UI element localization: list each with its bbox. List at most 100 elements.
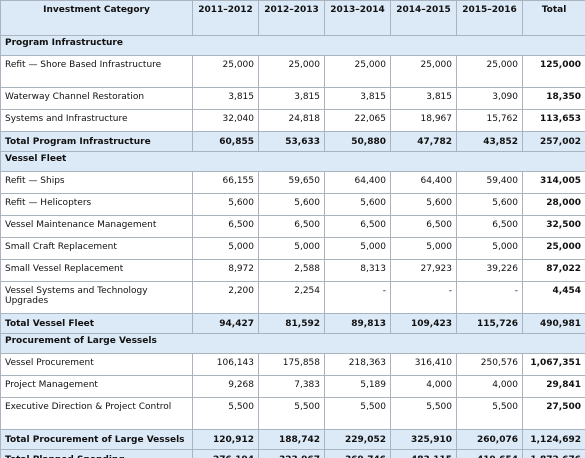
- column-header: 2011–2012: [192, 0, 259, 36]
- cell: 6,500: [192, 215, 259, 238]
- grand-total-row: Total Planned Spending276,194323,967369,…: [0, 449, 585, 458]
- cell: 7,383: [258, 375, 325, 398]
- cell: -: [390, 281, 457, 314]
- cell: 175,858: [258, 353, 325, 376]
- data-row: Small Craft Replacement 5,000 5,000 5,000 5,…: [0, 237, 585, 260]
- cell: 18,967: [390, 109, 457, 132]
- data-row: Refit — Helicopters 5,600 5,600 5,600 5,600 5…: [0, 193, 585, 216]
- total-row: Total Program Infrastructure 60,855 53,633…: [0, 131, 585, 152]
- cell: 8,972: [192, 259, 259, 282]
- total-row: Total Procurement of Large Vessels 120,91…: [0, 429, 585, 450]
- column-header: Investment Category: [0, 0, 193, 36]
- header-row: Investment Category 2011–2012 2012–2013 201…: [0, 0, 585, 36]
- cell: 5,000: [390, 237, 457, 260]
- row-label: Total Vessel Fleet: [0, 313, 193, 334]
- cell: 5,600: [192, 193, 259, 216]
- cell: 5,000: [456, 237, 523, 260]
- cell: 2,254: [258, 281, 325, 314]
- cell: 5,000: [192, 237, 259, 260]
- row-label: Total Procurement of Large Vessels: [0, 429, 193, 450]
- cell: 4,454: [522, 281, 585, 314]
- cell: 5,600: [456, 193, 523, 216]
- cell: 22,065: [324, 109, 391, 132]
- row-label: Project Management: [0, 375, 193, 398]
- row-label: Refit — Helicopters: [0, 193, 193, 216]
- column-header: 2015–2016: [456, 0, 523, 36]
- cell: 5,600: [258, 193, 325, 216]
- cell: -: [324, 281, 391, 314]
- data-row: Vessel Systems and Technology Upgrades 2,…: [0, 281, 585, 314]
- cell: 9,268: [192, 375, 259, 398]
- cell: 59,400: [456, 171, 523, 194]
- cell: 5,189: [324, 375, 391, 398]
- cell: 87,022: [522, 259, 585, 282]
- cell: 1,872,676: [522, 449, 585, 458]
- cell: 25,000: [324, 55, 391, 88]
- cell: 8,313: [324, 259, 391, 282]
- cell: 2,588: [258, 259, 325, 282]
- cell: 64,400: [390, 171, 457, 194]
- section-title: Procurement of Large Vessels: [0, 333, 585, 354]
- cell: 5,000: [324, 237, 391, 260]
- cell: 28,000: [522, 193, 585, 216]
- cell: 6,500: [258, 215, 325, 238]
- section-title: Program Infrastructure: [0, 35, 585, 56]
- cell: 89,813: [324, 313, 391, 334]
- cell: 5,500: [324, 397, 391, 430]
- cell: 6,500: [324, 215, 391, 238]
- data-row: Refit — Ships 66,155 59,650 64,400 64,400 59,…: [0, 171, 585, 194]
- row-label: Small Vessel Replacement: [0, 259, 193, 282]
- cell: 66,155: [192, 171, 259, 194]
- row-label: Executive Direction & Project Control: [0, 397, 193, 430]
- cell: 15,762: [456, 109, 523, 132]
- section-title: Vessel Fleet: [0, 151, 585, 172]
- cell: 229,052: [324, 429, 391, 450]
- cell: 323,967: [258, 449, 325, 458]
- data-row: Vessel Procurement 106,143 175,858 218,363 3…: [0, 353, 585, 376]
- cell: 32,040: [192, 109, 259, 132]
- column-header: 2012–2013: [258, 0, 325, 36]
- cell: 419,654: [456, 449, 523, 458]
- cell: 1,124,692: [522, 429, 585, 450]
- cell: 43,852: [456, 131, 523, 152]
- cell: 25,000: [258, 55, 325, 88]
- cell: 4,000: [456, 375, 523, 398]
- cell: 5,600: [324, 193, 391, 216]
- cell: 24,818: [258, 109, 325, 132]
- cell: 53,633: [258, 131, 325, 152]
- cell: 32,500: [522, 215, 585, 238]
- cell: 25,000: [192, 55, 259, 88]
- cell: 27,500: [522, 397, 585, 430]
- cell: 369,746: [324, 449, 391, 458]
- cell: 39,226: [456, 259, 523, 282]
- cell: 113,653: [522, 109, 585, 132]
- cell: 5,500: [456, 397, 523, 430]
- cell: 109,423: [390, 313, 457, 334]
- cell: 316,410: [390, 353, 457, 376]
- column-header: Total: [522, 0, 585, 36]
- row-label: Refit — Ships: [0, 171, 193, 194]
- cell: -: [456, 281, 523, 314]
- row-label: Waterway Channel Restoration: [0, 87, 193, 110]
- row-label: Small Craft Replacement: [0, 237, 193, 260]
- cell: 260,076: [456, 429, 523, 450]
- cell: 3,815: [324, 87, 391, 110]
- cell: 250,576: [456, 353, 523, 376]
- data-row: Systems and Infrastructure 32,040 24,818 22…: [0, 109, 585, 132]
- data-row: Refit — Shore Based Infrastructure 25,000…: [0, 55, 585, 88]
- cell: 94,427: [192, 313, 259, 334]
- cell: 490,981: [522, 313, 585, 334]
- cell: 6,500: [390, 215, 457, 238]
- cell: 27,923: [390, 259, 457, 282]
- cell: 25,000: [390, 55, 457, 88]
- column-header: 2014–2015: [390, 0, 457, 36]
- cell: 218,363: [324, 353, 391, 376]
- cell: 29,841: [522, 375, 585, 398]
- cell: 188,742: [258, 429, 325, 450]
- cell: 59,650: [258, 171, 325, 194]
- cell: 3,815: [258, 87, 325, 110]
- cell: 2,200: [192, 281, 259, 314]
- cell: 106,143: [192, 353, 259, 376]
